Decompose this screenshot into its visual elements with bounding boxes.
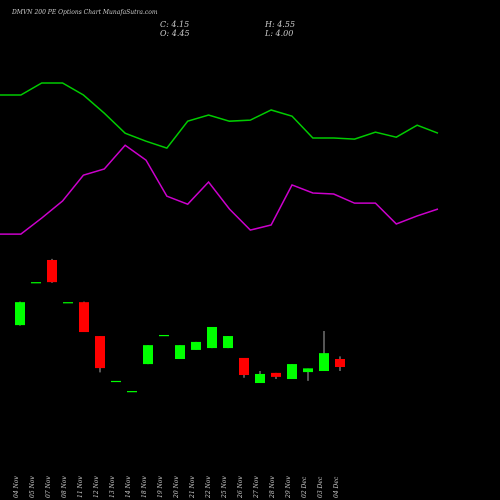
candle-body (47, 259, 57, 283)
candle-body (255, 373, 265, 384)
x-tick-label: 25 Nov (221, 476, 228, 499)
candle-body (207, 326, 217, 349)
candle-body (95, 336, 105, 369)
candle-body (191, 341, 201, 350)
open-label: O: 4.45 (160, 29, 190, 38)
candle-body (335, 359, 345, 368)
indicator-line (0, 82, 439, 150)
chart-title: DMVN 200 PE Options Chart MunafaSutra.co… (11, 9, 158, 16)
x-tick-label: 22 Nov (205, 476, 212, 499)
x-tick-label: 03 Dec (317, 476, 324, 498)
x-tick-label: 28 Nov (269, 476, 276, 499)
low-label: L: 4.00 (264, 29, 293, 38)
x-tick-label: 21 Nov (189, 476, 196, 499)
x-tick-label: 05 Nov (29, 476, 36, 498)
x-tick-label: 11 Nov (77, 476, 84, 498)
x-tick-label: 27 Nov (253, 476, 260, 499)
candle-body (111, 380, 121, 383)
x-tick-label: 04 Nov (13, 476, 20, 498)
candle-body (127, 391, 137, 393)
candle-body (287, 364, 297, 380)
indicator-line (0, 144, 439, 235)
candle-body (303, 368, 313, 373)
x-tick-label: 20 Nov (173, 476, 180, 499)
x-tick-label: 18 Nov (141, 476, 148, 498)
candle-body (63, 302, 73, 304)
candle-body (31, 282, 41, 284)
x-tick-label: 04 Dec (333, 476, 340, 498)
x-tick-label: 13 Nov (109, 476, 116, 498)
candle-body (271, 372, 281, 377)
candle-body (159, 334, 169, 337)
candle-body (175, 345, 185, 360)
x-tick-label: 08 Nov (61, 476, 68, 498)
x-tick-label: 26 Nov (237, 476, 244, 499)
x-tick-label: 29 Nov (285, 476, 292, 499)
x-tick-label: 07 Nov (45, 476, 52, 498)
close-label: C: 4.15 (160, 20, 189, 29)
x-tick-label: 02 Dec (301, 476, 308, 498)
candle-body (15, 302, 25, 326)
candle-body (239, 357, 249, 376)
x-tick-label: 12 Nov (93, 476, 100, 498)
high-label: H: 4.55 (264, 20, 295, 29)
x-tick-label: 19 Nov (157, 476, 164, 498)
x-tick-label: 14 Nov (125, 476, 132, 498)
candle-body (319, 353, 329, 372)
candle-body (143, 345, 153, 365)
candle-body (79, 302, 89, 333)
candle-body (223, 336, 233, 349)
